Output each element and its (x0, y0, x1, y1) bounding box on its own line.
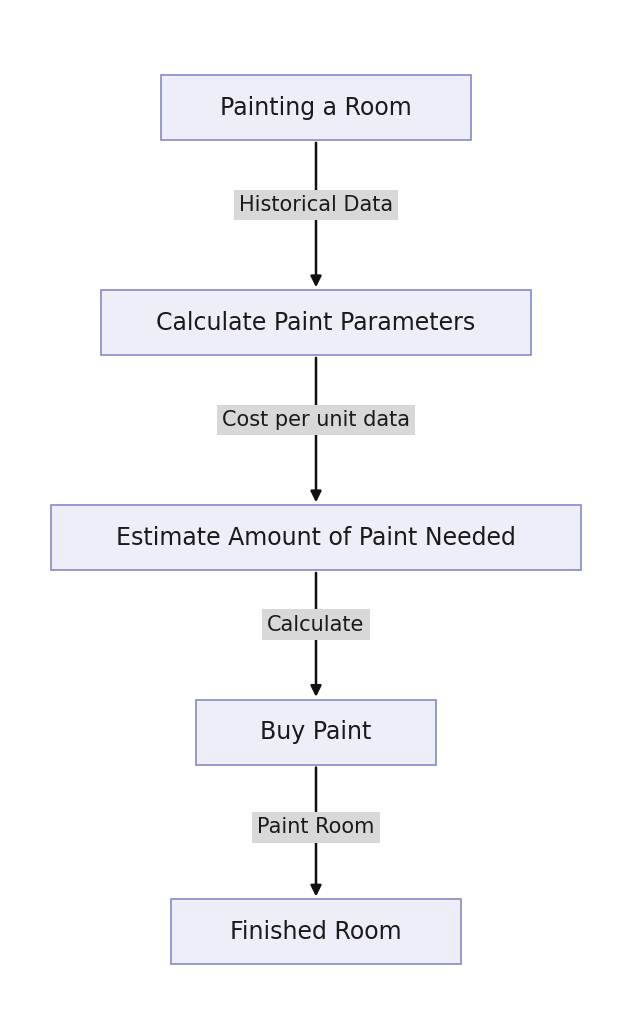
Text: Paint Room: Paint Room (257, 817, 375, 838)
Text: Calculate Paint Parameters: Calculate Paint Parameters (156, 310, 476, 335)
Text: Finished Room: Finished Room (230, 920, 402, 944)
Text: Cost per unit data: Cost per unit data (222, 410, 410, 430)
Text: Historical Data: Historical Data (239, 195, 393, 215)
Text: Buy Paint: Buy Paint (260, 720, 372, 744)
Text: Calculate: Calculate (267, 614, 365, 635)
FancyBboxPatch shape (196, 699, 436, 765)
FancyBboxPatch shape (171, 899, 461, 965)
FancyBboxPatch shape (51, 505, 581, 570)
Text: Painting a Room: Painting a Room (220, 95, 412, 120)
FancyBboxPatch shape (101, 290, 531, 355)
Text: Estimate Amount of Paint Needed: Estimate Amount of Paint Needed (116, 525, 516, 550)
FancyBboxPatch shape (161, 75, 471, 140)
